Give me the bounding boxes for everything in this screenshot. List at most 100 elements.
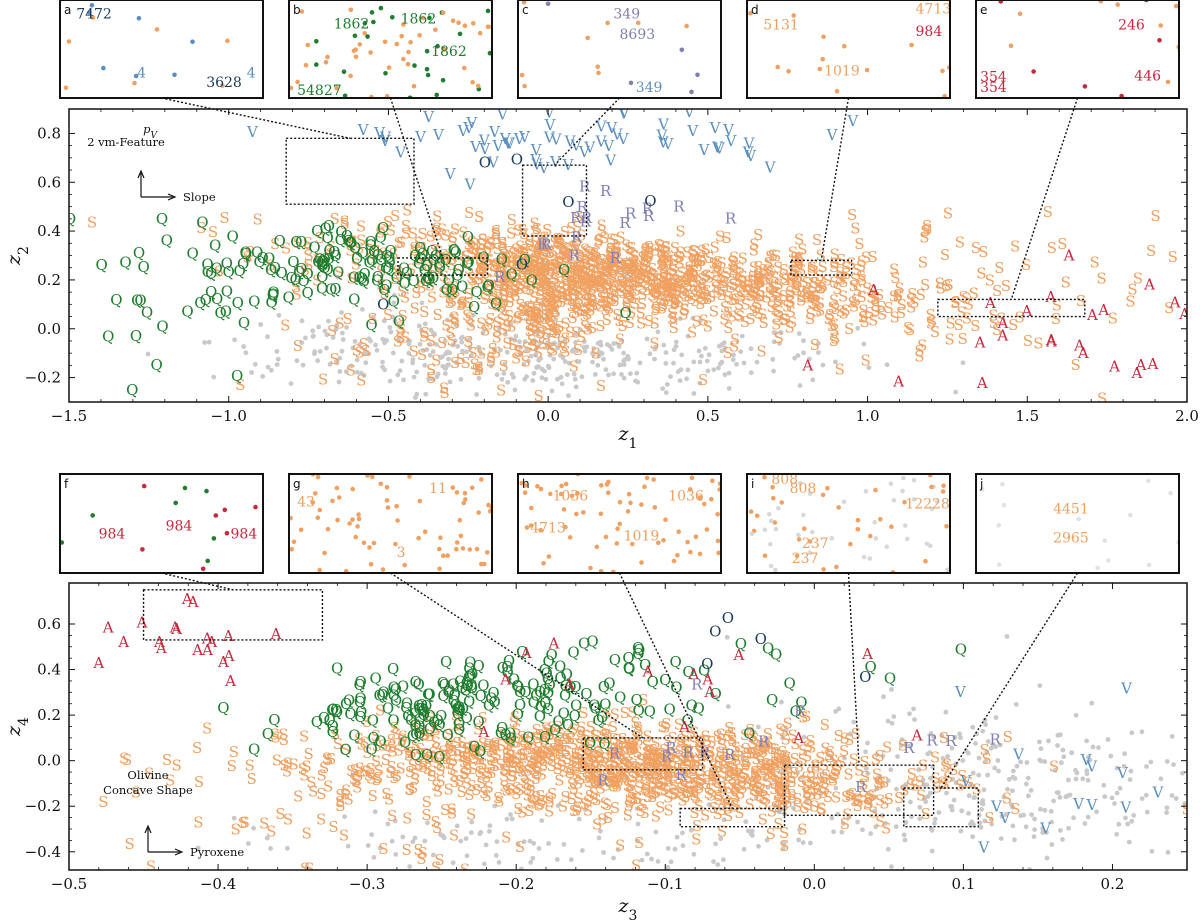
class-S-marker: S (930, 769, 940, 787)
class-Q-marker: Q (457, 700, 469, 718)
grey-point (508, 321, 514, 326)
inset-point (769, 518, 774, 524)
grey-point (865, 740, 870, 746)
class-Q-marker: Q (619, 304, 631, 322)
grey-point (395, 372, 401, 378)
inset-point (357, 42, 363, 47)
grey-point (441, 835, 447, 841)
class-S-marker: S (642, 268, 652, 286)
class-S-marker: S (678, 305, 688, 323)
grey-point (531, 340, 537, 346)
class-S-marker: S (856, 267, 866, 285)
class-S-marker: S (464, 285, 474, 303)
class-S-marker: S (672, 282, 682, 300)
grey-point (992, 765, 998, 771)
inset-point (1031, 69, 1036, 74)
inset-point (617, 499, 623, 505)
class-S-marker: S (753, 258, 763, 276)
grey-point (476, 345, 481, 350)
class-S-marker: S (279, 731, 289, 749)
class-S-marker: S (625, 285, 635, 303)
class-S-marker: S (716, 254, 726, 272)
grey-point (644, 336, 650, 342)
class-S-marker: S (765, 276, 775, 294)
grey-point (274, 349, 280, 354)
class-S-marker: S (921, 805, 931, 823)
class-S-marker: S (717, 822, 727, 840)
class-V-marker: V (488, 123, 501, 141)
class-S-marker: S (535, 787, 545, 805)
grey-point (549, 388, 555, 394)
grey-point (562, 359, 568, 364)
grey-point (493, 853, 499, 858)
class-S-marker: S (659, 247, 669, 265)
grey-point (724, 634, 730, 640)
inset-point (303, 62, 309, 68)
class-Q-marker: Q (382, 699, 394, 717)
inset-point (546, 554, 552, 559)
inset-point (588, 565, 593, 571)
class-S-marker: S (836, 271, 846, 289)
x-tick-label: 1.5 (1015, 407, 1039, 425)
class-S-marker: S (419, 303, 429, 321)
grey-point (443, 371, 448, 376)
class-S-marker: S (801, 285, 811, 303)
inset-label: 1019 (624, 528, 660, 544)
class-V-marker: V (713, 140, 726, 158)
grey-point (1173, 796, 1179, 801)
class-S-marker: S (785, 319, 795, 337)
class-S-marker: S (692, 283, 702, 301)
grey-point (336, 379, 342, 385)
grey-point (1046, 738, 1051, 744)
class-S-marker: S (292, 286, 302, 304)
inset-point (924, 541, 930, 547)
class-S-marker: S (712, 283, 722, 301)
grey-point (652, 356, 657, 362)
inset-point (1168, 490, 1173, 496)
class-S-marker: S (431, 777, 441, 795)
grey-point (483, 842, 489, 848)
class-S-marker: S (531, 259, 541, 277)
class-S-marker: S (807, 294, 817, 312)
grey-point (1085, 777, 1091, 783)
class-S-marker: S (442, 275, 452, 293)
class-S-marker: S (479, 257, 489, 275)
grey-point (419, 327, 424, 333)
grey-point (419, 300, 425, 306)
class-S-marker: S (793, 281, 803, 299)
grey-point (663, 350, 669, 355)
grey-point (647, 351, 653, 357)
grey-point (1055, 743, 1060, 748)
class-S-marker: S (633, 263, 643, 281)
class-S-marker: S (540, 255, 550, 273)
class-S-marker: S (857, 271, 867, 289)
grey-point (953, 389, 958, 395)
grey-point (885, 846, 891, 852)
class-A-marker: A (1130, 364, 1142, 382)
grey-point (1112, 801, 1117, 806)
class-V-marker: V (357, 121, 370, 139)
grey-point (1116, 821, 1122, 827)
class-S-marker: S (515, 276, 525, 294)
grey-point (573, 384, 579, 390)
class-S-marker: S (787, 773, 797, 791)
grey-point (833, 359, 838, 365)
class-Q-marker: Q (269, 259, 281, 277)
grey-point (447, 379, 453, 385)
class-R-marker: R (673, 197, 685, 215)
class-S-marker: S (689, 263, 699, 281)
class-S-marker: S (728, 253, 738, 271)
inset-point (1158, 23, 1163, 28)
class-Q-marker: Q (377, 219, 389, 237)
class-S-marker: S (303, 256, 313, 274)
zoom-connector (1010, 97, 1079, 300)
class-S-marker: S (553, 233, 563, 251)
inset-point (424, 48, 430, 54)
grey-point (463, 836, 469, 841)
class-S-marker: S (447, 332, 457, 350)
inset-point (141, 483, 147, 489)
inset-point (485, 550, 490, 555)
class-S-marker: S (674, 293, 684, 311)
